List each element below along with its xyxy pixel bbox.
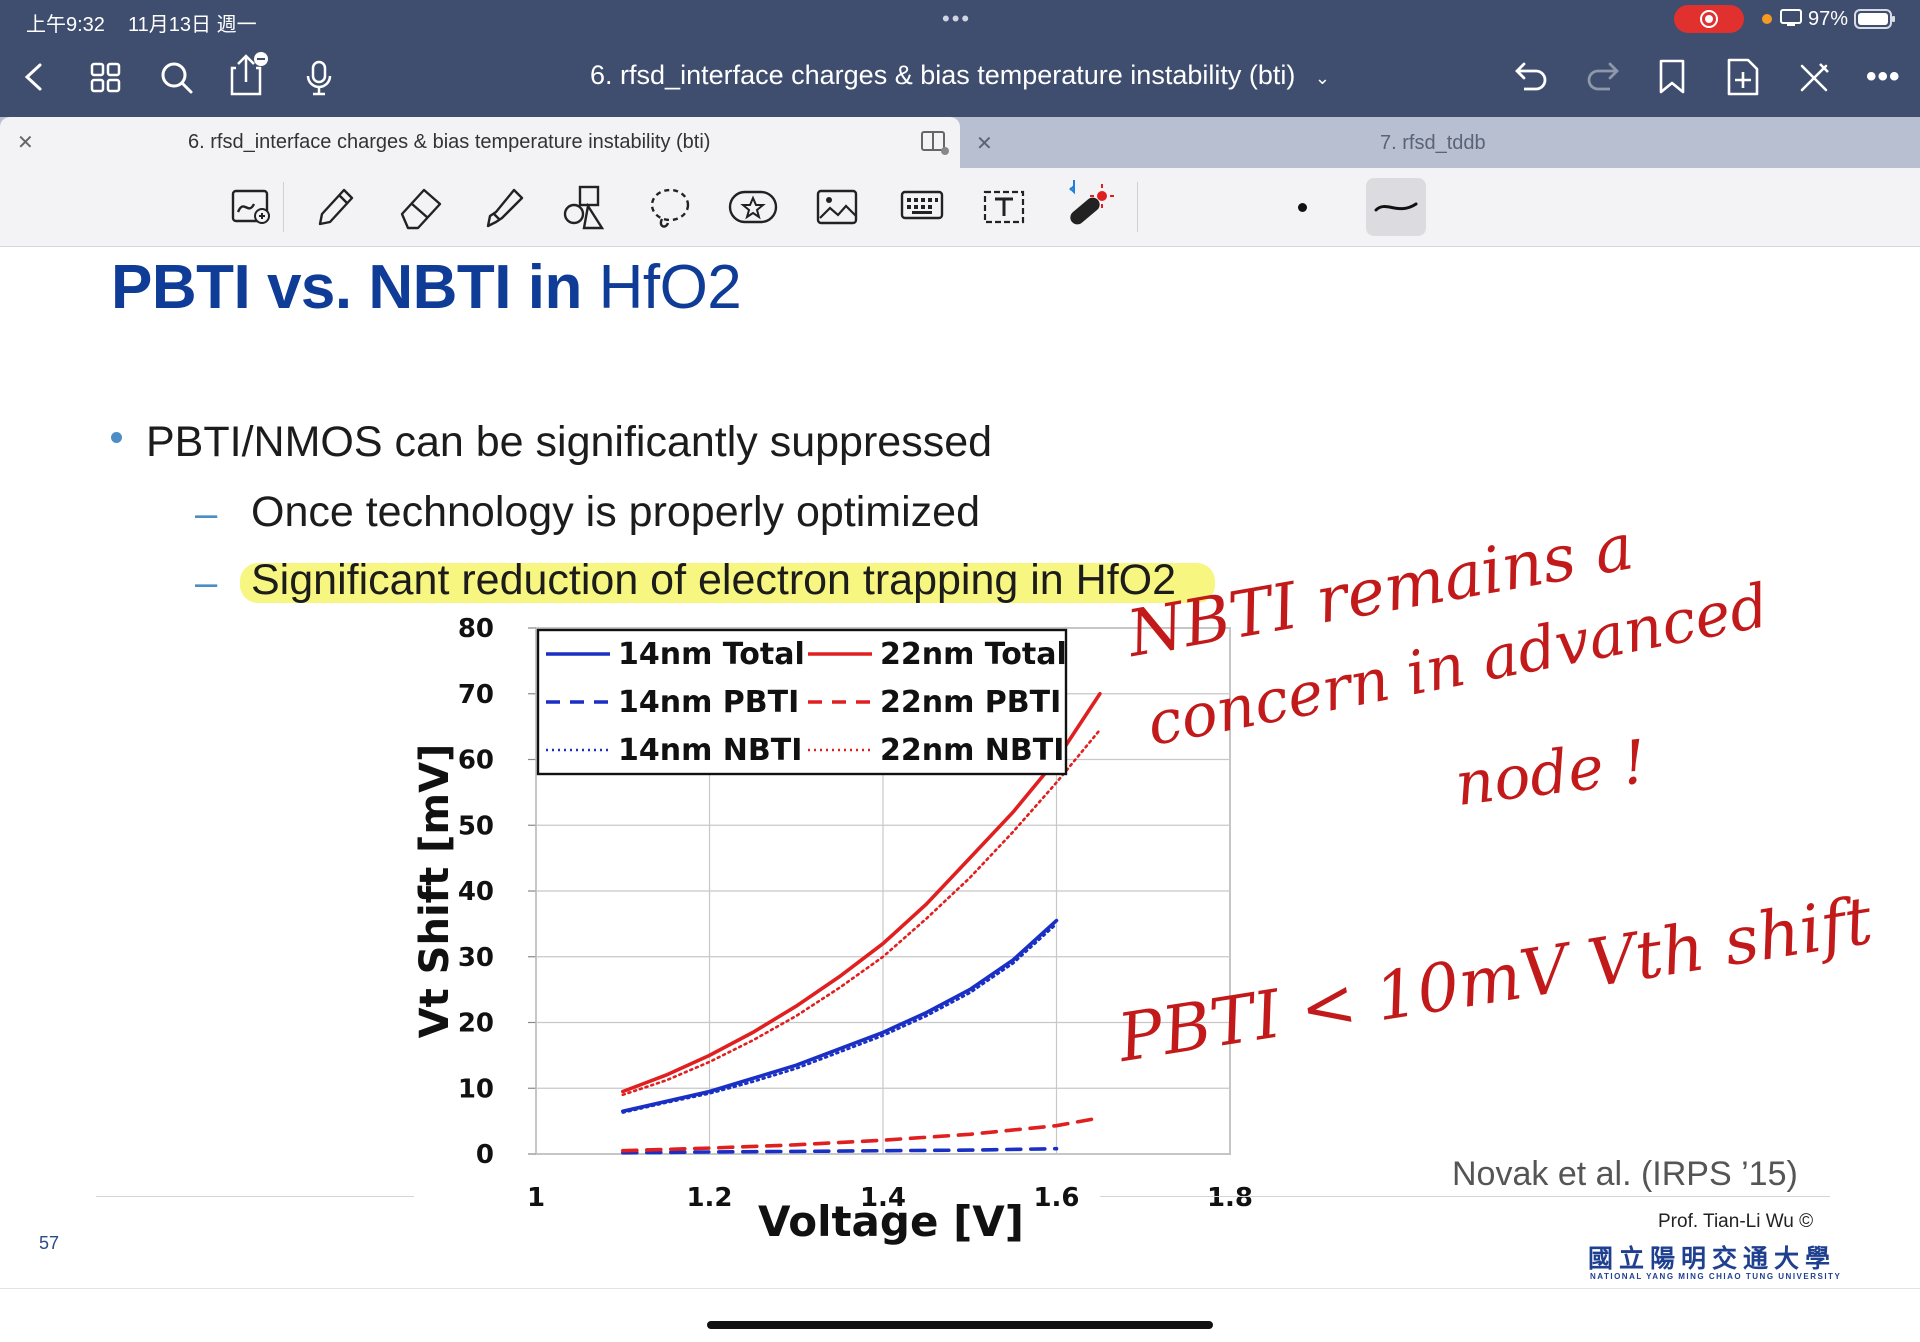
- y-tick-label: 50: [458, 811, 494, 841]
- close-editing-pen-icon[interactable]: [1798, 62, 1830, 94]
- legend-box: [536, 628, 1068, 776]
- university-name-en: NATIONAL YANG MING CHIAO TUNG UNIVERSITY: [1590, 1272, 1842, 1281]
- bullet-text: PBTI/NMOS can be significantly suppresse…: [146, 418, 993, 466]
- y-tick-label: 10: [458, 1074, 494, 1104]
- legend: 14nm Total 14nm PBTI 14nm NBTI 22nm Total 22…: [536, 628, 1068, 776]
- app-header: 上午9:32 11月13日 週一 ••• 97% 6. rfsd_interfa…: [0, 0, 1920, 117]
- slide-title-light: HfO2: [581, 253, 742, 322]
- document-title-dropdown[interactable]: 6. rfsd_interface charges & bias tempera…: [0, 60, 1920, 91]
- vt-shift-chart: 0 10 20 30 40 50 60 70 80 1 1.2 1.4 1.6 1.8 14nm Tota…: [412, 614, 1253, 1246]
- y-tick-label: 40: [458, 877, 494, 907]
- sub-bullet-text: Significant reduction of electron trappi…: [251, 556, 1177, 604]
- eraser-icon[interactable]: [396, 184, 444, 230]
- tab-active[interactable]: ✕ 6. rfsd_interface charges & bias tempe…: [0, 117, 960, 172]
- share-icon[interactable]: [228, 50, 268, 96]
- redo-icon[interactable]: [1584, 60, 1620, 92]
- highlighter-icon[interactable]: [480, 184, 526, 230]
- stroke-style-button[interactable]: [1366, 178, 1426, 236]
- add-page-icon[interactable]: [1726, 58, 1760, 96]
- battery-percent: 97%: [1808, 8, 1849, 30]
- sticker-icon[interactable]: [728, 188, 778, 228]
- y-tick-label: 80: [458, 614, 494, 644]
- legend-label: 22nm Total: [880, 637, 1067, 672]
- y-tick-label: 20: [458, 1009, 494, 1039]
- series-line-14nm-pbti: [621, 1146, 1059, 1155]
- legend-label: 14nm Total: [618, 637, 805, 672]
- search-icon[interactable]: [160, 61, 194, 95]
- x-tick-label: 1.8: [1207, 1183, 1253, 1213]
- y-tick-label: 70: [458, 680, 494, 710]
- series-line-14nm-nbti: [621, 922, 1058, 1114]
- document-title: 6. rfsd_interface charges & bias tempera…: [590, 60, 1296, 90]
- x-tick-label: 1.6: [1033, 1183, 1079, 1213]
- series-group: [621, 692, 1102, 1155]
- close-tab-icon[interactable]: ✕: [17, 132, 34, 154]
- series-line-14nm-total: [621, 918, 1059, 1114]
- zoom-pen-icon[interactable]: [230, 188, 274, 228]
- series-line-22nm-pbti: [621, 1115, 1102, 1153]
- y-tick-label: 30: [458, 943, 494, 973]
- legend-label: 14nm NBTI: [618, 733, 802, 768]
- slide-title: PBTI vs. NBTI in HfO2: [111, 252, 742, 323]
- x-tick-label: 1.4: [860, 1183, 906, 1213]
- shapes-icon[interactable]: [562, 184, 608, 230]
- sub-bullet-dash: –: [195, 561, 218, 605]
- tab-label: 6. rfsd_interface charges & bias tempera…: [188, 131, 711, 153]
- y-axis-label: Vt Shift [mV]: [412, 744, 458, 1039]
- legend-label: 22nm PBTI: [880, 685, 1061, 720]
- undo-icon[interactable]: [1514, 60, 1550, 92]
- x-axis-label: Voltage [V]: [758, 1197, 1024, 1246]
- page-bottom-edge: [0, 1288, 1920, 1289]
- lasso-icon[interactable]: [648, 185, 692, 231]
- annotation-toolbar: [0, 168, 1920, 247]
- laser-pointer-icon[interactable]: [1060, 178, 1116, 234]
- back-chevron-icon[interactable]: [22, 62, 46, 92]
- home-indicator[interactable]: [707, 1321, 1213, 1329]
- screen-mirroring-icon: [1780, 9, 1802, 32]
- keyboard-icon[interactable]: [900, 190, 944, 222]
- close-tab-icon[interactable]: ✕: [976, 133, 993, 155]
- battery-icon: [1854, 9, 1896, 34]
- page-number: 57: [39, 1233, 60, 1253]
- status-date: 11月13日 週一: [128, 14, 257, 36]
- university-name-cn: 國立陽明交通大學: [1588, 1245, 1837, 1273]
- reference-citation: Novak et al. (IRPS ’15): [1452, 1155, 1798, 1193]
- sub-bullet-dash: –: [195, 492, 218, 536]
- stroke-size-dot[interactable]: [1298, 203, 1307, 212]
- slide-title-bold: PBTI vs. NBTI in: [111, 253, 582, 322]
- footer-rule: [96, 1196, 414, 1197]
- footer-rule: [1100, 1196, 1830, 1197]
- series-line-22nm-total: [621, 692, 1102, 1094]
- multitasking-dots-icon[interactable]: •••: [942, 6, 972, 31]
- bookmark-icon[interactable]: [1658, 59, 1686, 95]
- screen-recording-icon[interactable]: [1674, 5, 1744, 33]
- y-tick-label: 60: [458, 746, 494, 776]
- tick-labels: 0 10 20 30 40 50 60 70 80 1 1.2 1.4 1.6 1.8: [458, 614, 1253, 1213]
- grid-view-icon[interactable]: [90, 62, 122, 94]
- image-icon[interactable]: [816, 188, 858, 226]
- legend-label: 22nm NBTI: [880, 733, 1064, 768]
- legend-label: 14nm PBTI: [618, 685, 799, 720]
- sub-bullet-text: Once technology is properly optimized: [251, 488, 980, 536]
- author-credit: Prof. Tian-Li Wu ©: [1658, 1211, 1814, 1232]
- bullet-dot: [111, 432, 122, 443]
- more-options-icon[interactable]: •••: [1866, 60, 1901, 93]
- series-line-22nm-nbti: [621, 728, 1102, 1097]
- annotation-nbti-3: node !: [1451, 727, 1651, 820]
- status-time: 上午9:32: [26, 14, 105, 36]
- highlight-mark: [240, 563, 1215, 603]
- text-box-icon[interactable]: [982, 188, 1026, 226]
- chevron-down-icon: ⌄: [1314, 68, 1330, 88]
- pen-icon[interactable]: [312, 184, 356, 230]
- split-view-icon[interactable]: [920, 130, 950, 161]
- mic-in-use-indicator: [1762, 14, 1772, 24]
- microphone-icon[interactable]: [304, 60, 334, 96]
- x-tick-label: 1.2: [686, 1183, 732, 1213]
- y-tick-label: 0: [476, 1140, 494, 1170]
- x-tick-label: 1: [527, 1183, 545, 1213]
- tab-inactive[interactable]: 7. rfsd_tddb: [1380, 132, 1486, 154]
